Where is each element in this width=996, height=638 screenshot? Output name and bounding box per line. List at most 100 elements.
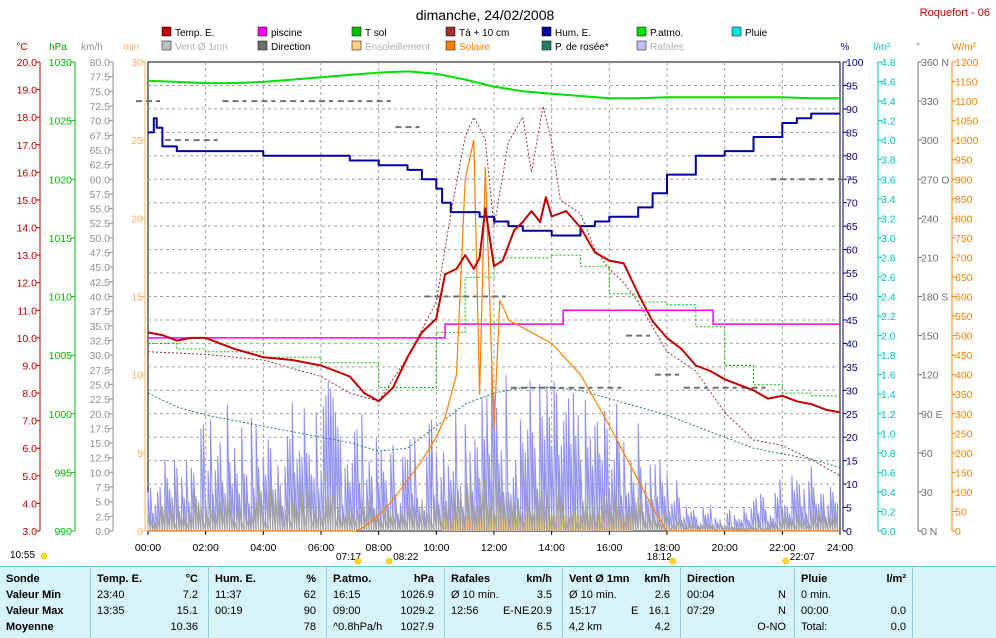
- sun-marker-label: 18:12: [647, 552, 672, 563]
- hum-min-time: 11:37: [215, 589, 242, 601]
- pluie-total: 0.0: [890, 621, 906, 633]
- rafales-max-time: 12:56: [451, 605, 479, 617]
- patm-max-time: 09:00: [333, 605, 361, 617]
- legend-label: Ensoleillement: [365, 42, 430, 53]
- solar-axis-tick-label: 450: [955, 350, 973, 362]
- axis-units: °C hPa km/h min% l/m² ° W/m²: [16, 42, 976, 53]
- sun-axis-tick-label: 0: [137, 526, 143, 538]
- time-tick-label: 18:00: [654, 542, 680, 554]
- direction-axis-tick-label: 150: [921, 331, 939, 343]
- rafales-header: Rafales: [451, 573, 491, 585]
- wind-axis-tick-label: 5.0: [95, 497, 110, 509]
- legend-swatch: [445, 40, 456, 51]
- wind-axis-tick-label: 37.5: [90, 306, 111, 318]
- direction-axis-tick-label: 0 N: [921, 526, 937, 538]
- wind-axis-tick-label: 12.5: [90, 453, 111, 465]
- rain-axis-tick-label: 2.2: [881, 311, 896, 323]
- rain-axis-tick-label: 3.8: [881, 155, 896, 167]
- pressure-axis-tick-label: 995: [54, 467, 72, 479]
- legend-label: Temp. E.: [175, 28, 214, 39]
- rain-axis-tick-label: 1.2: [881, 409, 896, 421]
- sun-icon: [669, 557, 677, 565]
- solar-axis-tick-label: 750: [955, 233, 973, 245]
- wind-axis-tick-label: 52.5: [90, 218, 111, 230]
- vent-distance: 4,2 km: [569, 621, 603, 633]
- wind-axis-tick-label: 62.5: [90, 160, 111, 172]
- stats-col-patm: P.atmo. hPa 16:15 1026.9 09:00 1029.2 ^0.8h…: [326, 567, 444, 638]
- wind-axis-tick-label: 77.5: [90, 72, 111, 84]
- time-tick-label: 10:00: [423, 542, 449, 554]
- sun-axis-tick-label: 20: [131, 213, 143, 225]
- axis-unit: hPa: [49, 42, 67, 53]
- hum-avg: 78: [303, 621, 316, 633]
- time-tick-label: 02:00: [193, 542, 219, 554]
- wind-axis-tick-label: 65.0: [90, 145, 111, 157]
- pluie-header: Pluie: [801, 573, 828, 585]
- station-name: Roquefort - 06: [920, 7, 990, 19]
- row-label-avg: Moyenne: [6, 621, 54, 633]
- legend-swatch: [351, 40, 362, 51]
- temp-axis-tick-label: 13.0: [17, 250, 38, 262]
- solar-axis-tick-label: 900: [955, 174, 973, 186]
- solar-axis-tick-label: 250: [955, 428, 973, 440]
- time-tick-label: 00:00: [135, 542, 161, 554]
- sun-marker-label: 07:17: [336, 552, 361, 563]
- rain-axis-tick-label: 3.0: [881, 233, 896, 245]
- temp-avg: 10.36: [170, 621, 198, 633]
- legend-label: P.atmo.: [650, 28, 683, 39]
- direction-axis-tick-label: 360 N: [921, 57, 949, 69]
- patm-unit: hPa: [413, 573, 434, 585]
- rain-axis-tick-label: 4.8: [881, 57, 896, 69]
- solar-axis-tick-label: 600: [955, 292, 973, 304]
- rafales-min-label: Ø 10 min.: [451, 589, 499, 601]
- hum-header: Hum. E.: [215, 573, 256, 585]
- legend-swatch: [257, 40, 268, 51]
- rain-axis-tick-label: 1.8: [881, 350, 896, 362]
- temp-e-series: [147, 196, 841, 414]
- wind-axis-tick-label: 40.0: [90, 292, 111, 304]
- temp-unit: °C: [185, 573, 198, 585]
- patm-header: P.atmo.: [333, 573, 372, 585]
- solar-axis-tick-label: 550: [955, 311, 973, 323]
- hum-max-time: 00:19: [215, 605, 243, 617]
- pluie-max-time: 00:00: [801, 605, 829, 617]
- axis-unit: min: [123, 42, 139, 53]
- vent-max-time: 15:17: [569, 605, 597, 617]
- rain-axis-tick-label: 2.6: [881, 272, 896, 284]
- wind-axis-tick-label: 42.5: [90, 277, 111, 289]
- direction-header: Direction: [687, 573, 735, 585]
- solar-axis-tick-label: 1050: [955, 116, 979, 128]
- rain-axis-tick-label: 1.4: [881, 389, 896, 401]
- row-label-min: Valeur Min: [6, 589, 62, 601]
- rain-axis-tick-label: 1.6: [881, 370, 896, 382]
- temp-axis-tick-label: 9.0: [22, 360, 37, 372]
- rain-axis-tick-label: 3.6: [881, 174, 896, 186]
- stats-col-vent: Vent Ø 1mn km/h Ø 10 min. 2.6 15:17 E 16.1 4…: [562, 567, 680, 638]
- direction-axis-tick-label: 60: [921, 448, 933, 460]
- rafales-unit: km/h: [526, 573, 552, 585]
- time-tick-label: 08:00: [366, 542, 392, 554]
- time-tick-label: 04:00: [250, 542, 276, 554]
- solar-axis-tick-label: 350: [955, 389, 973, 401]
- sun-axis-tick-label: 25: [131, 135, 143, 147]
- stats-table: Sonde Valeur Min Valeur Max Moyenne Temp…: [0, 566, 996, 638]
- humidity-axis-tick-label: 100: [846, 57, 864, 69]
- sun-icon: [385, 557, 393, 565]
- sun-axis-tick-label: 10: [131, 370, 143, 382]
- pressure-axis-tick-label: 1020: [49, 174, 73, 186]
- axis-unit: °: [916, 42, 920, 53]
- legend-label: Tà + 10 cm: [459, 28, 509, 39]
- axes: 20.0 19.0 18.0 17.0 16.0 15.0 14.0 13.0 12.0 11.0…: [17, 57, 979, 538]
- wind-axis-tick-label: 27.5: [90, 365, 111, 377]
- stats-col-pluie: Pluie l/m² 0 min. 00:00 0.0 Total: 0.0: [794, 567, 912, 638]
- rain-axis-tick-label: 0.0: [881, 526, 896, 538]
- sun-marker-label: 10:55: [10, 550, 35, 561]
- legend-swatch: [636, 26, 647, 37]
- humidity-axis-tick-label: 0: [846, 526, 852, 538]
- vent-max-dir: E: [631, 605, 639, 617]
- vent-avg: 4.2: [654, 621, 670, 633]
- hum-max: 90: [303, 605, 316, 617]
- humidity-axis-tick-label: 40: [846, 338, 858, 350]
- legend-swatch: [445, 26, 456, 37]
- sun-axis-tick-label: 15: [131, 292, 143, 304]
